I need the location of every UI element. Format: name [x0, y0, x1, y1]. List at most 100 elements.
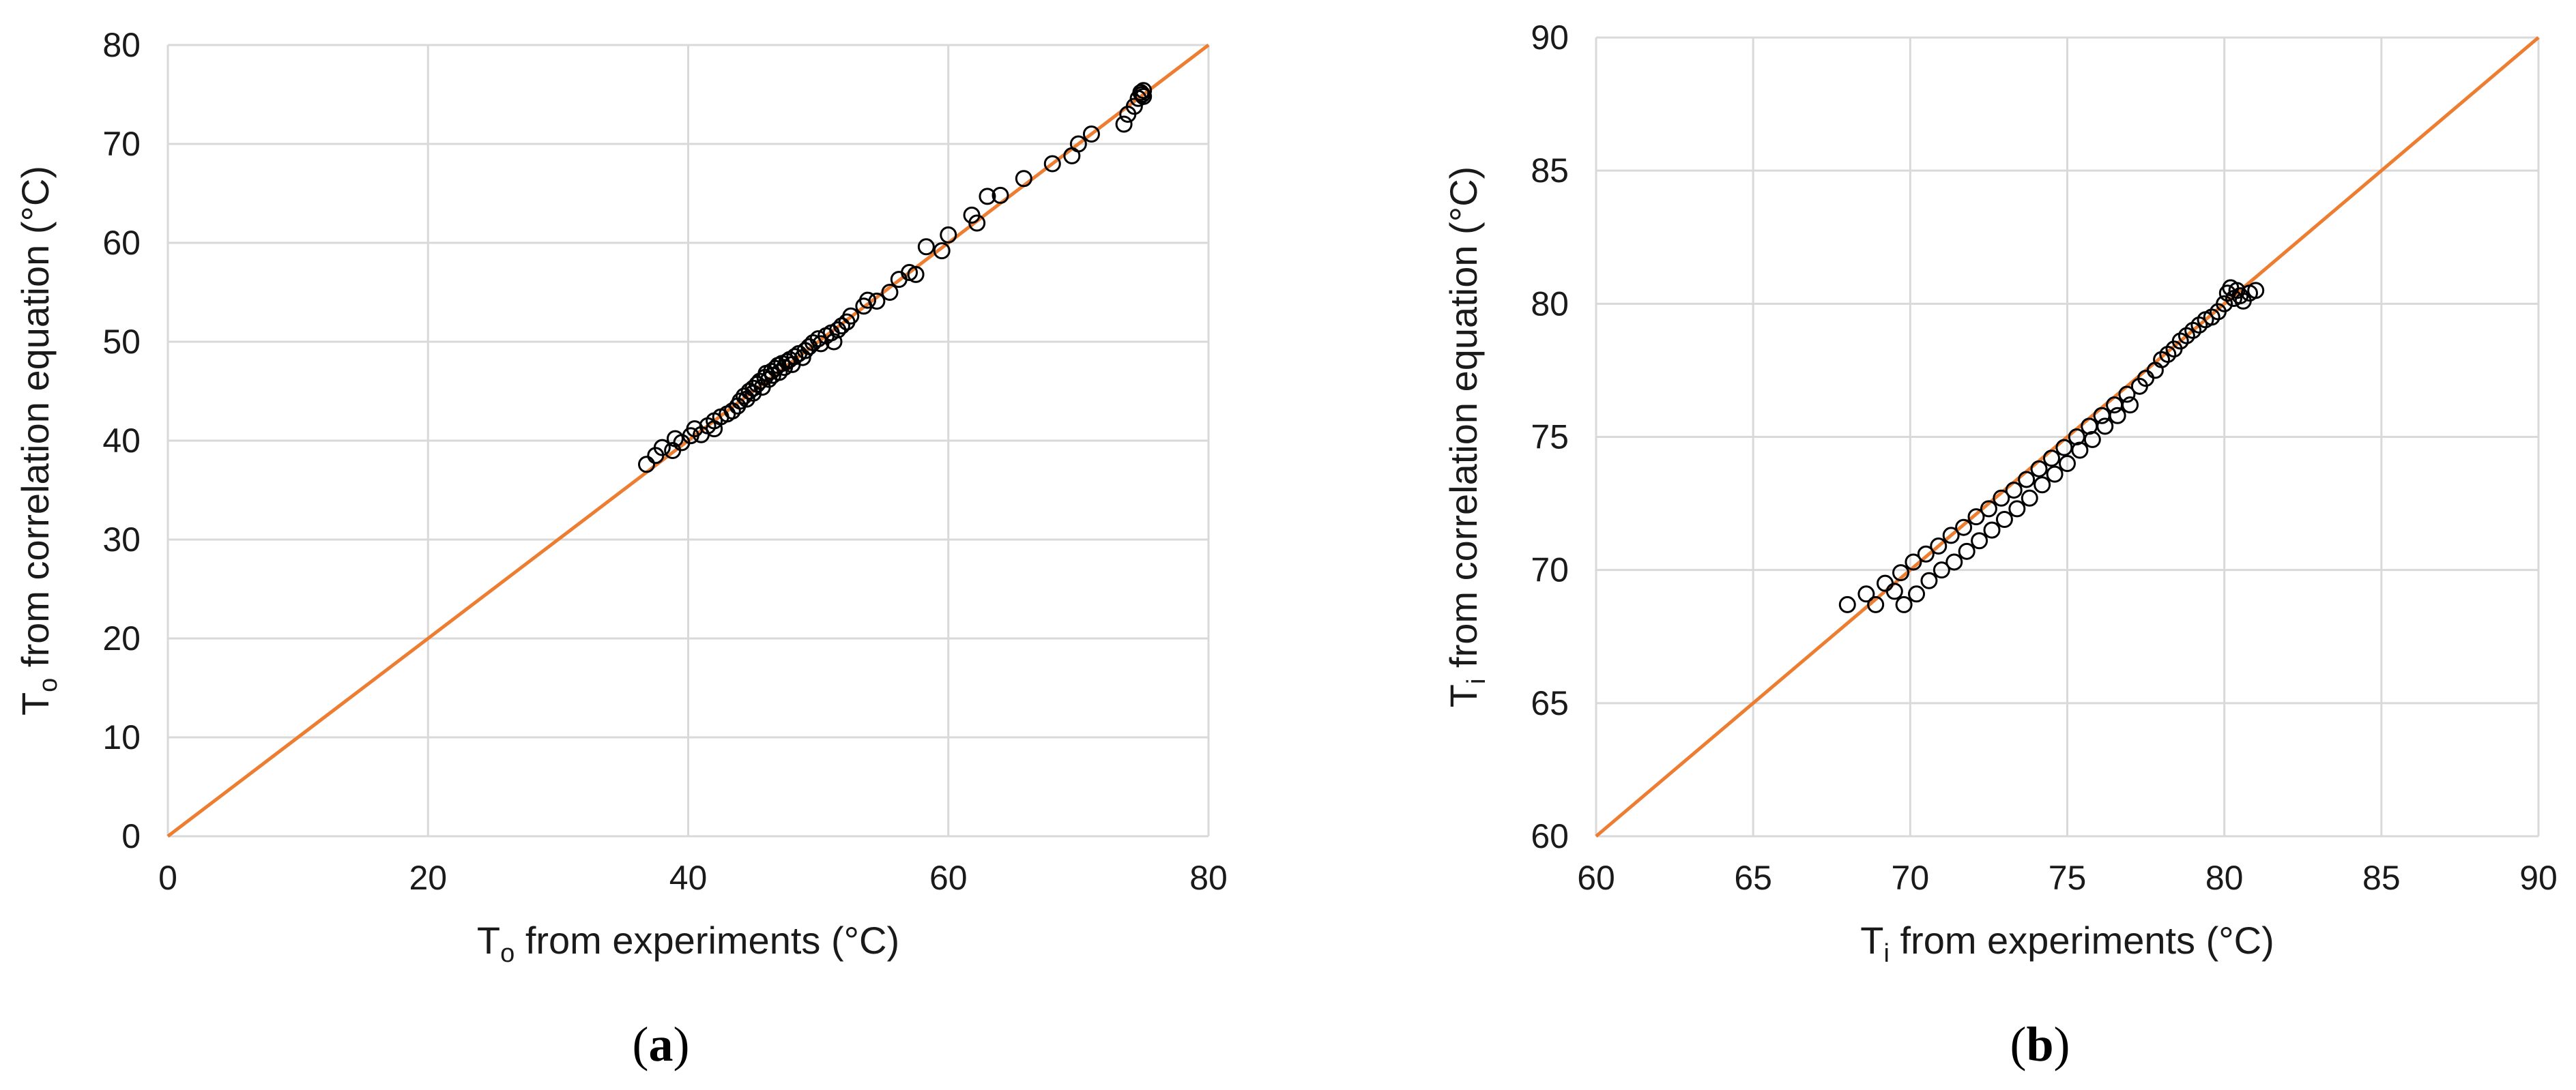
x-axis-label-a: To from experiments (°C) — [477, 919, 899, 968]
data-point — [992, 186, 1009, 204]
y-tick-labels-a: 0 10 20 30 40 50 60 70 80 — [102, 26, 141, 855]
data-point — [2122, 396, 2139, 414]
y-tick-label: 75 — [1531, 418, 1569, 456]
y-axis-label-a: To from correlation equation (°C) — [14, 166, 63, 716]
y-axis-label-b: Ti from correlation equation (°C) — [1442, 166, 1491, 707]
data-point — [1958, 542, 1976, 560]
data-point — [2109, 407, 2126, 424]
data-point — [940, 226, 957, 244]
data-point — [2059, 455, 2076, 473]
data-point — [1885, 583, 1903, 600]
panel-label-a: (a) — [633, 1017, 690, 1072]
y-tick-label: 40 — [102, 422, 141, 460]
data-point — [1908, 585, 1926, 603]
x-tick-label: 65 — [1734, 859, 1772, 897]
y-tick-label: 85 — [1531, 151, 1569, 190]
x-tick-label: 90 — [2519, 859, 2558, 897]
data-point — [825, 333, 843, 351]
data-point — [1877, 574, 1894, 592]
data-point — [1133, 86, 1151, 103]
data-point — [2005, 482, 2023, 499]
data-point — [1933, 561, 1950, 579]
data-point — [901, 264, 918, 281]
x-tick-label: 0 — [158, 859, 177, 897]
y-tick-label: 10 — [102, 718, 141, 756]
data-point — [2018, 471, 2036, 488]
x-tick-label: 20 — [409, 859, 447, 897]
x-tick-label: 80 — [2205, 859, 2244, 897]
data-point — [2118, 385, 2136, 403]
data-point — [2042, 450, 2060, 467]
grid-a — [167, 44, 1210, 838]
data-point — [1867, 595, 1885, 613]
data-point — [2096, 417, 2114, 435]
data-point — [1995, 511, 2013, 529]
x-tick-label: 60 — [1577, 859, 1615, 897]
data-point — [1930, 537, 1948, 555]
data-point — [653, 439, 671, 456]
data-point — [1125, 98, 1143, 115]
y-tick-label: 60 — [1531, 817, 1569, 855]
data-point — [1942, 527, 1960, 544]
data-point — [833, 317, 850, 335]
data-point — [917, 238, 935, 256]
data-point — [2071, 441, 2089, 459]
data-point — [2030, 460, 2048, 477]
data-point — [732, 392, 749, 410]
data-point — [907, 265, 925, 283]
data-point — [1892, 564, 1910, 582]
data-point — [2008, 500, 2026, 518]
x-tick-label: 60 — [929, 859, 968, 897]
data-point — [868, 293, 886, 310]
data-point — [1920, 572, 1938, 589]
data-point — [1993, 489, 2010, 507]
data-point — [1838, 595, 1856, 613]
data-point — [1857, 585, 1875, 603]
data-point — [805, 334, 822, 351]
y-tick-label: 20 — [102, 619, 141, 658]
y-tick-label: 90 — [1531, 18, 1569, 57]
data-point — [968, 214, 986, 232]
data-point — [2093, 407, 2111, 424]
panel-a: 0 20 40 60 80 0 10 20 30 40 50 60 70 80 To from expe… — [14, 26, 1228, 1072]
y-tick-label: 70 — [1531, 551, 1569, 589]
data-point — [2247, 282, 2265, 299]
data-point — [1082, 126, 1100, 143]
data-point — [1971, 532, 1988, 550]
data-point — [2046, 465, 2064, 483]
data-point — [1955, 518, 1973, 536]
data-point — [1917, 545, 1935, 563]
x-tick-label: 70 — [1892, 859, 1930, 897]
panel-b: 60 65 70 75 80 85 90 60 65 70 75 80 85 90 Ti from ex… — [1442, 18, 2558, 1072]
data-point — [1015, 170, 1032, 188]
x-tick-labels-b: 60 65 70 75 80 85 90 — [1577, 859, 2558, 897]
data-point — [881, 284, 899, 301]
data-point — [2216, 295, 2233, 312]
data-point — [2055, 439, 2073, 456]
data-point — [1069, 135, 1087, 153]
data-point — [1895, 595, 1913, 613]
y-tick-label: 65 — [1531, 684, 1569, 722]
data-point — [1905, 553, 1922, 571]
data-point — [1945, 553, 1963, 571]
y-tick-label: 50 — [102, 323, 141, 361]
x-axis-label-b: Ti from experiments (°C) — [1860, 919, 2274, 968]
data-point — [2021, 489, 2038, 507]
y-tick-label: 80 — [102, 26, 141, 64]
data-point — [1983, 521, 2001, 539]
y-tick-labels-b: 60 65 70 75 80 85 90 — [1531, 18, 1569, 855]
y-tick-label: 80 — [1531, 284, 1569, 323]
y-tick-label: 0 — [121, 817, 141, 855]
x-tick-label: 80 — [1189, 859, 1228, 897]
reference-line — [1595, 36, 2540, 838]
data-point — [2083, 430, 2101, 448]
data-point — [638, 456, 655, 473]
panel-label-b: (b) — [2010, 1017, 2070, 1072]
points-a — [638, 82, 1153, 473]
points-b — [1838, 279, 2265, 613]
data-point — [859, 291, 877, 309]
x-tick-label: 40 — [669, 859, 708, 897]
x-tick-label: 75 — [2049, 859, 2087, 897]
data-point — [2034, 476, 2051, 494]
